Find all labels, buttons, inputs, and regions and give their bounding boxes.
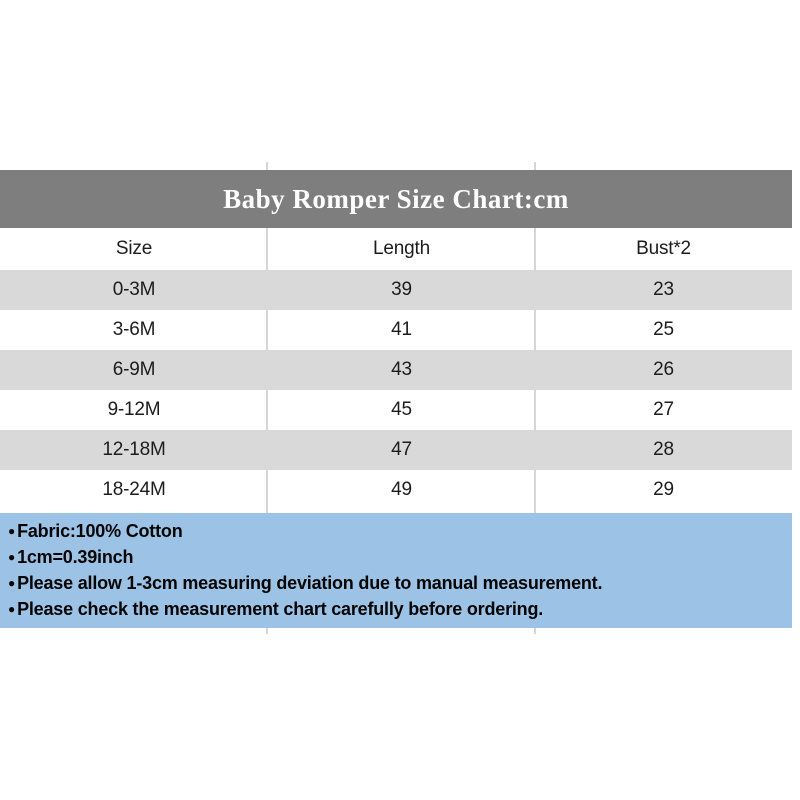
cell-size: 12-18M: [102, 439, 166, 460]
cell-size: 3-6M: [112, 319, 156, 340]
table-row: 9-12M 45 27: [0, 390, 792, 430]
cell-size: 9-12M: [107, 399, 161, 420]
cell-size: 0-3M: [112, 279, 156, 300]
size-table: Size Length Bust*2 0-3M 39 23 3-6M 41 25…: [0, 228, 792, 510]
table-row: 18-24M 49 29: [0, 470, 792, 510]
notes-panel: ● Fabric:100% Cotton ● 1cm=0.39inch ● Pl…: [0, 513, 792, 628]
bullet-icon: ●: [8, 524, 16, 538]
cell-bust: 23: [653, 279, 674, 300]
column-grid-line: [534, 162, 536, 634]
note-text: Please allow 1-3cm measuring deviation d…: [17, 572, 603, 593]
cell-length: 45: [391, 399, 412, 420]
table-row: 0-3M 39 23: [0, 270, 792, 310]
note-line-deviation: ● Please allow 1-3cm measuring deviation…: [8, 570, 782, 596]
table-row: 3-6M 41 25: [0, 310, 792, 350]
cell-length: 43: [391, 359, 412, 380]
cell-bust: 27: [653, 399, 674, 420]
bullet-icon: ●: [8, 576, 16, 590]
cell-length: 39: [391, 279, 412, 300]
cell-size: 18-24M: [102, 479, 166, 500]
cell-length: 41: [391, 319, 412, 340]
column-grid-line: [266, 162, 268, 634]
note-text: Please check the measurement chart caref…: [17, 598, 544, 619]
cell-bust: 26: [653, 359, 674, 380]
table-header-row: Size Length Bust*2: [0, 228, 792, 270]
column-header-size: Size: [115, 238, 153, 259]
bullet-icon: ●: [8, 550, 16, 564]
cell-length: 47: [391, 439, 412, 460]
cell-bust: 28: [653, 439, 674, 460]
cell-bust: 29: [653, 479, 674, 500]
table-row: 6-9M 43 26: [0, 350, 792, 390]
cell-bust: 25: [653, 319, 674, 340]
note-text: 1cm=0.39inch: [17, 546, 134, 567]
note-line-conversion: ● 1cm=0.39inch: [8, 544, 782, 570]
column-header-bust: Bust*2: [636, 238, 691, 259]
cell-length: 49: [391, 479, 412, 500]
note-line-fabric: ● Fabric:100% Cotton: [8, 518, 782, 544]
note-text: Fabric:100% Cotton: [17, 520, 183, 541]
title-bar: Baby Romper Size Chart:cm: [0, 170, 792, 228]
page-title: Baby Romper Size Chart:cm: [223, 183, 569, 214]
table-row: 12-18M 47 28: [0, 430, 792, 470]
cell-size: 6-9M: [112, 359, 156, 380]
note-line-check-chart: ● Please check the measurement chart car…: [8, 596, 782, 622]
bullet-icon: ●: [8, 602, 16, 616]
column-header-length: Length: [373, 238, 430, 259]
